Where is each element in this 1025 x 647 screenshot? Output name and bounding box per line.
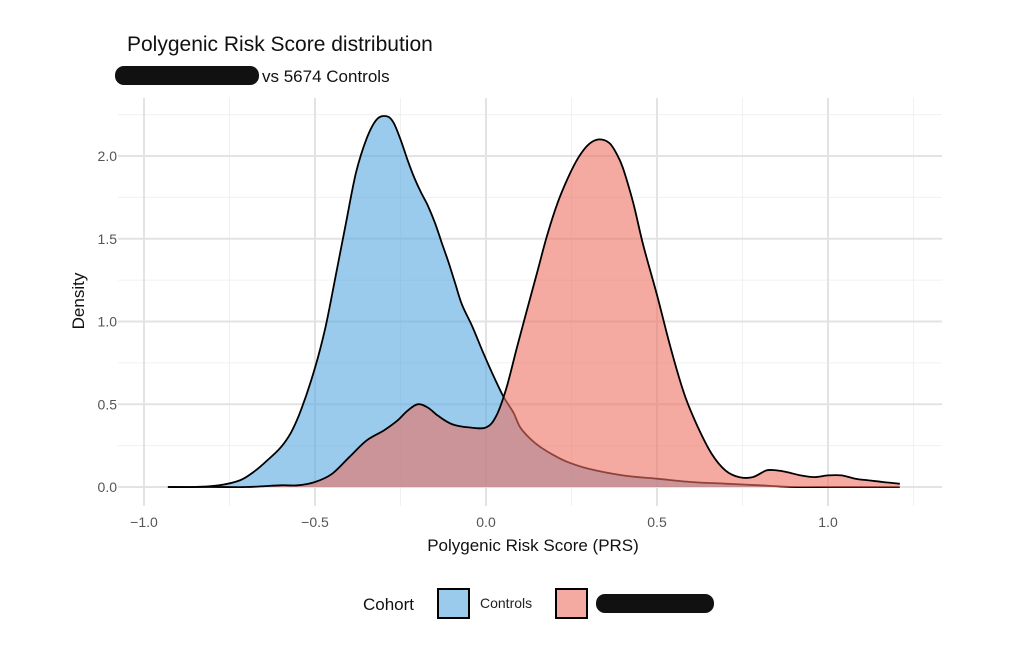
- y-axis-ticks: 0.0 0.5 1.0 1.5 2.0: [98, 148, 118, 495]
- legend-label-controls: Controls: [480, 595, 532, 611]
- x-tick-label: −1.0: [130, 514, 158, 530]
- y-axis-title: Density: [69, 272, 88, 329]
- y-tick-label: 2.0: [98, 148, 118, 164]
- x-axis-title: Polygenic Risk Score (PRS): [427, 536, 639, 555]
- legend-swatch-cases: [555, 588, 588, 619]
- legend: Cohort Controls: [363, 588, 714, 619]
- x-tick-label: −0.5: [301, 514, 329, 530]
- y-tick-label: 0.0: [98, 479, 118, 495]
- x-axis-ticks: −1.0 −0.5 0.0 0.5 1.0: [130, 514, 838, 530]
- density-area-cases: [167, 139, 900, 488]
- legend-swatch-controls: [437, 588, 470, 619]
- y-tick-label: 1.5: [98, 231, 118, 247]
- legend-title: Cohort: [363, 595, 414, 614]
- density-outline-cases: [167, 138, 900, 489]
- x-tick-label: 1.0: [818, 514, 838, 530]
- redacted-legend-label: [596, 594, 714, 613]
- density-area-controls: [167, 116, 900, 488]
- chart-title: Polygenic Risk Score distribution: [127, 33, 433, 56]
- y-tick-label: 1.0: [98, 314, 118, 330]
- density-areas: [167, 115, 900, 489]
- chart-subtitle: vs 5674 Controls: [262, 67, 390, 86]
- y-tick-label: 0.5: [98, 396, 118, 412]
- x-tick-label: 0.5: [647, 514, 667, 530]
- x-tick-label: 0.0: [476, 514, 496, 530]
- redacted-cohort-name: [115, 66, 259, 85]
